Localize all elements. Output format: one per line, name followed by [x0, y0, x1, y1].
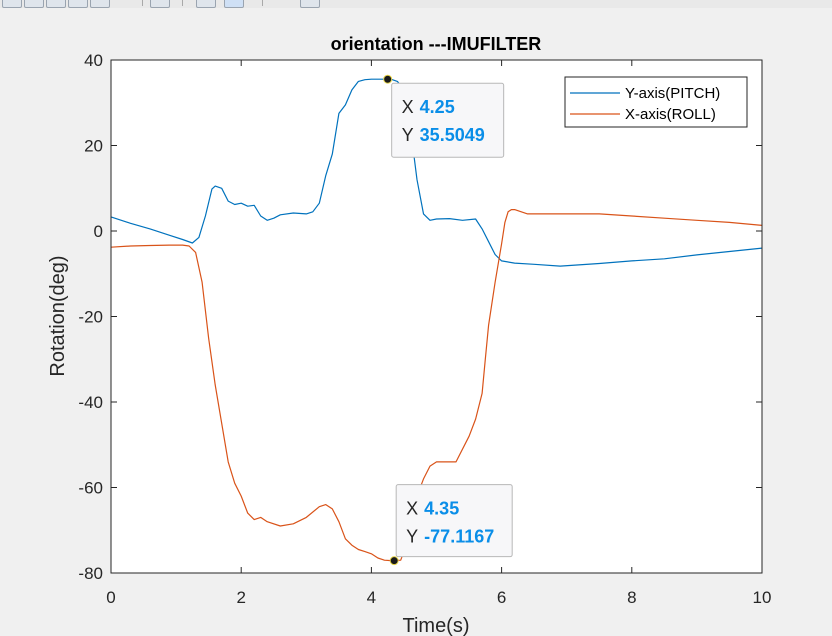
chart-svg[interactable]: 0 2 4 6 8 10 -80 -60 -40 -20 0 20 40 orientation ---…	[0, 8, 832, 636]
data-tip-x-key: X	[406, 499, 418, 519]
x-tick-label: 2	[236, 588, 245, 607]
print-icon[interactable]	[24, 0, 44, 8]
restore-view-icon[interactable]	[300, 0, 320, 8]
zoom-icon[interactable]	[46, 0, 66, 8]
y-tick-label: 0	[94, 222, 103, 241]
legend-label-roll: X-axis(ROLL)	[625, 106, 716, 123]
data-tip-2[interactable]: X 4.35 Y -77.1167	[389, 484, 513, 566]
x-tick-label: 8	[627, 588, 636, 607]
y-tick-label: 20	[84, 137, 103, 156]
series-line-roll[interactable]	[110, 209, 763, 562]
legend[interactable]: Y-axis(PITCH) X-axis(ROLL)	[564, 76, 748, 128]
y-tick-label: -20	[78, 308, 103, 327]
pan-icon[interactable]	[68, 0, 88, 8]
data-tip-1[interactable]: X 4.25 Y 35.5049	[383, 74, 505, 158]
x-tick-label: 6	[497, 588, 506, 607]
data-tip-y-value: -77.1167	[424, 527, 494, 547]
legend-label-pitch: Y-axis(PITCH)	[625, 85, 720, 102]
data-tip-x-value: 4.35	[424, 499, 459, 519]
series-line-pitch[interactable]	[110, 78, 763, 267]
data-tip-marker[interactable]	[383, 74, 393, 84]
data-tip-y-key: Y	[402, 125, 414, 145]
figure-toolbar	[0, 0, 832, 8]
x-axis-label: Time(s)	[402, 615, 469, 636]
legend-box	[564, 76, 748, 128]
y-axis-label: Rotation(deg)	[47, 255, 69, 376]
figure-canvas: 0 2 4 6 8 10 -80 -60 -40 -20 0 20 40 orientation ---…	[0, 8, 832, 636]
data-tip-y-value: 35.5049	[420, 125, 485, 145]
x-tick-label: 4	[367, 588, 376, 607]
data-tip-marker[interactable]	[389, 556, 399, 566]
save-icon[interactable]	[2, 0, 22, 8]
data-tip-box	[395, 484, 513, 558]
data-tip-box	[391, 82, 505, 158]
y-tick-label: 40	[84, 51, 103, 70]
rotate-icon[interactable]	[150, 0, 170, 8]
chart-title: orientation ---IMUFILTER	[331, 34, 542, 54]
data-tip-x-key: X	[402, 97, 414, 117]
y-tick-label: -60	[78, 479, 103, 498]
x-tick-label: 0	[106, 588, 115, 607]
zoom-in-icon[interactable]	[196, 0, 216, 8]
zoom-out-icon[interactable]	[224, 0, 244, 8]
datatip-icon[interactable]	[90, 0, 110, 8]
y-tick-label: -40	[78, 393, 103, 412]
x-tick-label: 10	[753, 588, 772, 607]
data-tip-y-key: Y	[406, 527, 418, 547]
data-tip-x-value: 4.25	[420, 97, 455, 117]
y-tick-label: -80	[78, 564, 103, 583]
